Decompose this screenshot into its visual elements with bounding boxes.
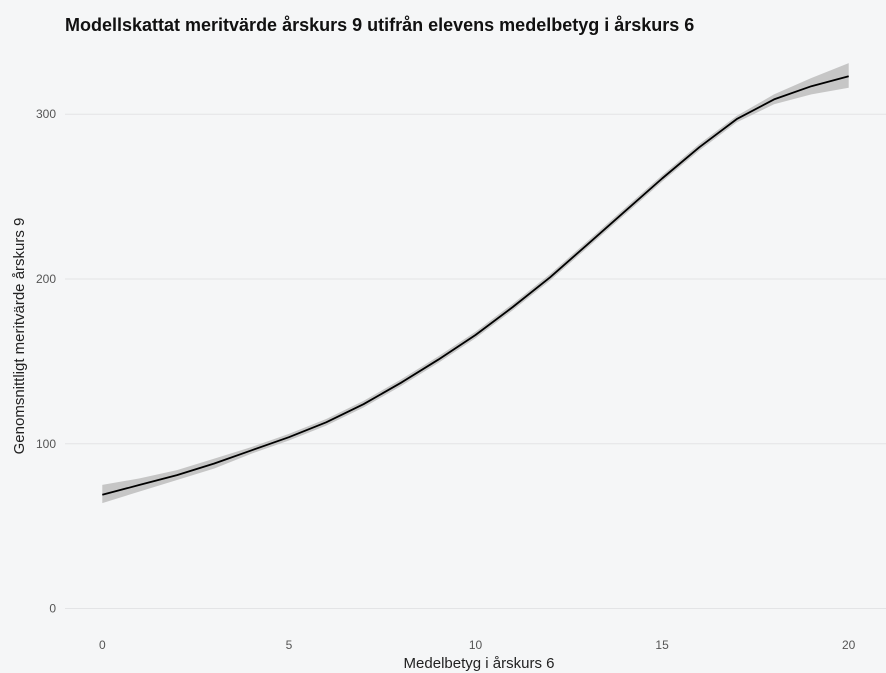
y-tick-label: 100 — [36, 437, 56, 451]
chart-title: Modellskattat meritvärde årskurs 9 utifr… — [65, 15, 694, 35]
line-layer — [102, 75, 849, 496]
x-axis-title: Medelbetyg i årskurs 6 — [404, 655, 555, 672]
confidence-band — [102, 63, 849, 504]
y-axis-ticks: 0 100 200 300 — [36, 107, 56, 615]
y-axis-title: Genomsnittligt meritvärde årskurs 9 — [11, 218, 28, 455]
x-tick-label: 20 — [842, 638, 856, 652]
x-tick-label: 10 — [469, 638, 483, 652]
confidence-band-layer — [102, 63, 849, 504]
y-tick-label: 0 — [49, 602, 56, 616]
x-axis-ticks: 0 5 10 15 20 — [99, 638, 856, 652]
series-line — [102, 75, 849, 496]
x-tick-label: 0 — [99, 638, 106, 652]
x-tick-label: 5 — [286, 638, 293, 652]
grid-layer — [65, 113, 886, 610]
y-tick-label: 200 — [36, 272, 56, 286]
y-tick-label: 300 — [36, 107, 56, 121]
x-tick-label: 15 — [655, 638, 669, 652]
